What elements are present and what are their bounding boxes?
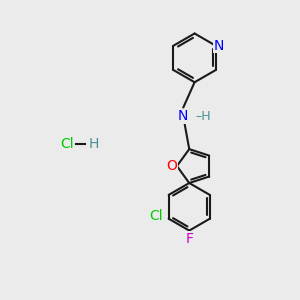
Text: Cl: Cl bbox=[60, 137, 74, 151]
Text: F: F bbox=[185, 232, 193, 246]
Text: N: N bbox=[214, 39, 224, 53]
Text: Cl: Cl bbox=[149, 209, 163, 223]
Text: N: N bbox=[178, 110, 188, 123]
Text: –H: –H bbox=[196, 110, 212, 123]
Text: O: O bbox=[166, 159, 177, 173]
Text: H: H bbox=[88, 137, 99, 151]
